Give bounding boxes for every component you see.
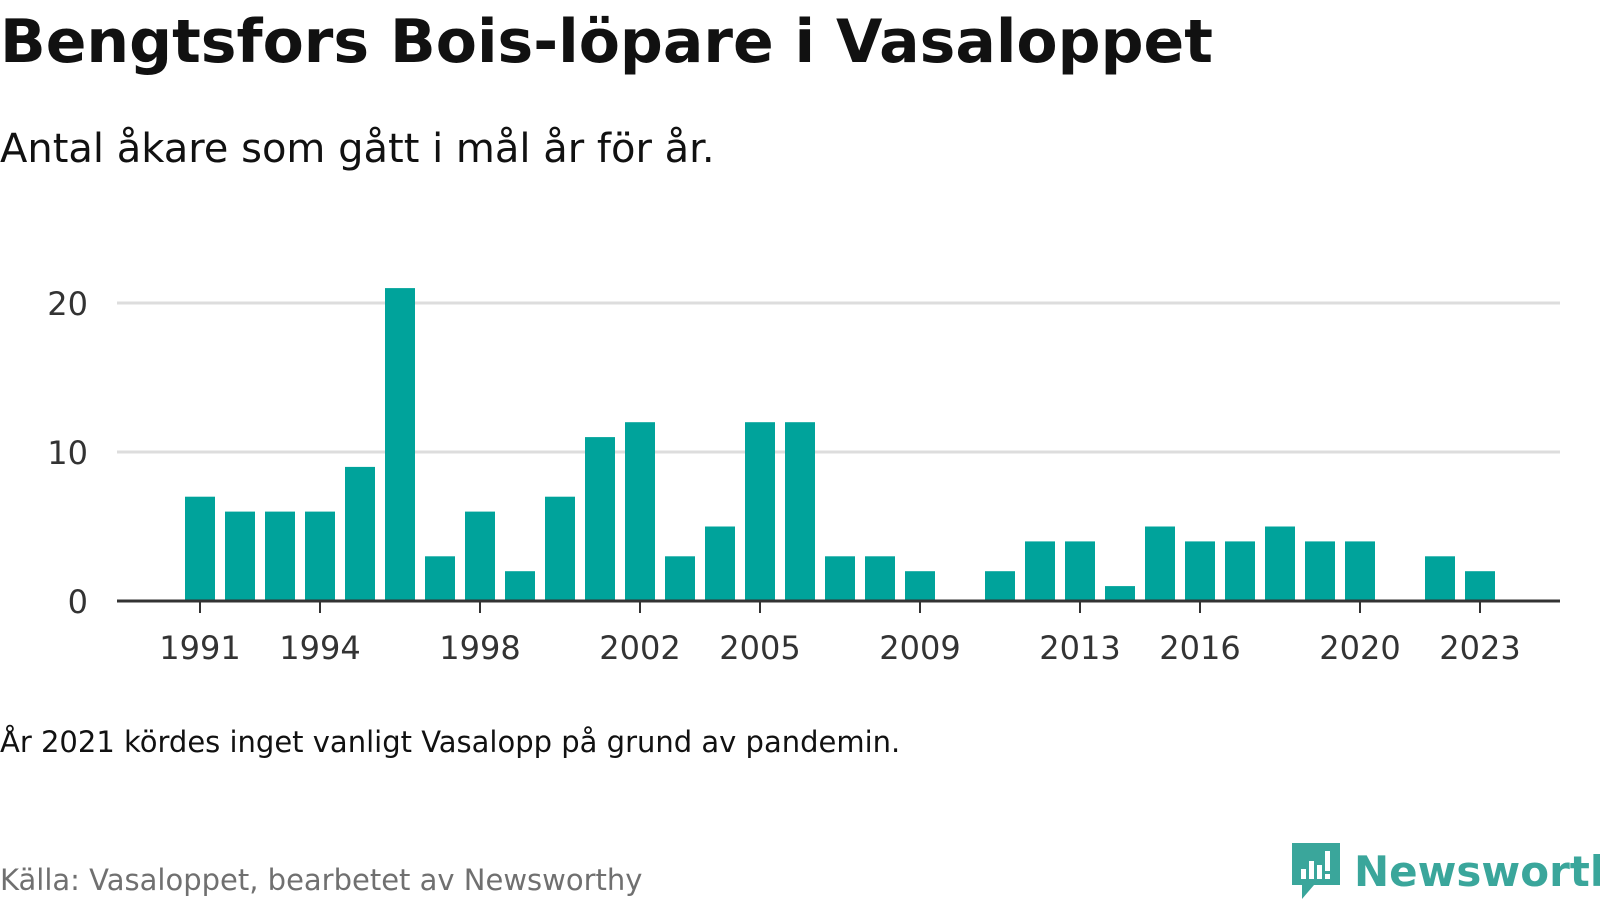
chart-title: Bengtsfors Bois-löpare i Vasaloppet — [0, 7, 1213, 77]
bar-2022 — [1425, 556, 1455, 601]
newsworthy-logo-icon — [1292, 843, 1340, 899]
bar-2002 — [625, 422, 655, 601]
x-tick-label: 2020 — [1319, 629, 1400, 667]
x-tick-label: 2016 — [1159, 629, 1240, 667]
brand-name: Newsworthy — [1354, 847, 1600, 896]
bar-2005 — [745, 422, 775, 601]
bar-1992 — [225, 511, 255, 601]
source-text: Källa: Vasaloppet, bearbetet av Newswort… — [0, 863, 643, 897]
bars — [185, 288, 1495, 601]
bar-2023 — [1465, 571, 1495, 601]
x-tick-label: 2013 — [1039, 629, 1120, 667]
bar-2018 — [1265, 526, 1295, 601]
bar-2011 — [985, 571, 1015, 601]
x-tick-label: 2002 — [599, 629, 680, 667]
x-tick-label: 1998 — [439, 629, 520, 667]
bar-1994 — [305, 511, 335, 601]
bar-2016 — [1185, 541, 1215, 601]
bar-1997 — [425, 556, 455, 601]
bar-2017 — [1225, 541, 1255, 601]
bar-1995 — [345, 466, 375, 601]
bar-2019 — [1305, 541, 1335, 601]
bar-2008 — [865, 556, 895, 601]
bar-2013 — [1065, 541, 1095, 601]
bar-2009 — [905, 571, 935, 601]
axes: 0 10 20 1991 1994 1998 2002 2005 2009 2013 2016 202… — [47, 285, 1560, 667]
bar-2020 — [1345, 541, 1375, 601]
bar-2001 — [585, 437, 615, 601]
bar-2003 — [665, 556, 695, 601]
chart-subtitle: Antal åkare som gått i mål år för år. — [0, 126, 715, 172]
y-tick-label: 20 — [47, 285, 88, 323]
chart-note: År 2021 kördes inget vanligt Vasalopp på… — [0, 725, 901, 759]
bar-chart: 0 10 20 1991 1994 1998 2002 2005 2009 2013 2016 202… — [47, 285, 1560, 667]
y-tick-label: 0 — [68, 583, 88, 621]
x-tick-label: 1994 — [279, 629, 360, 667]
gridlines — [117, 301, 1560, 454]
x-tick-label: 2009 — [879, 629, 960, 667]
x-tick-label: 1991 — [159, 629, 240, 667]
bar-2004 — [705, 526, 735, 601]
bar-2006 — [785, 422, 815, 601]
bar-1996 — [385, 288, 415, 601]
x-tick-label: 2005 — [719, 629, 800, 667]
x-tick-label: 2023 — [1439, 629, 1520, 667]
bar-1998 — [465, 511, 495, 601]
bar-1993 — [265, 511, 295, 601]
bar-1999 — [505, 571, 535, 601]
bar-1991 — [185, 496, 215, 601]
bar-2015 — [1145, 526, 1175, 601]
bar-2007 — [825, 556, 855, 601]
bar-2000 — [545, 496, 575, 601]
y-tick-label: 10 — [47, 434, 88, 472]
bar-2012 — [1025, 541, 1055, 601]
brand-logo: Newsworthy — [1292, 840, 1600, 904]
bar-2014 — [1105, 586, 1135, 601]
